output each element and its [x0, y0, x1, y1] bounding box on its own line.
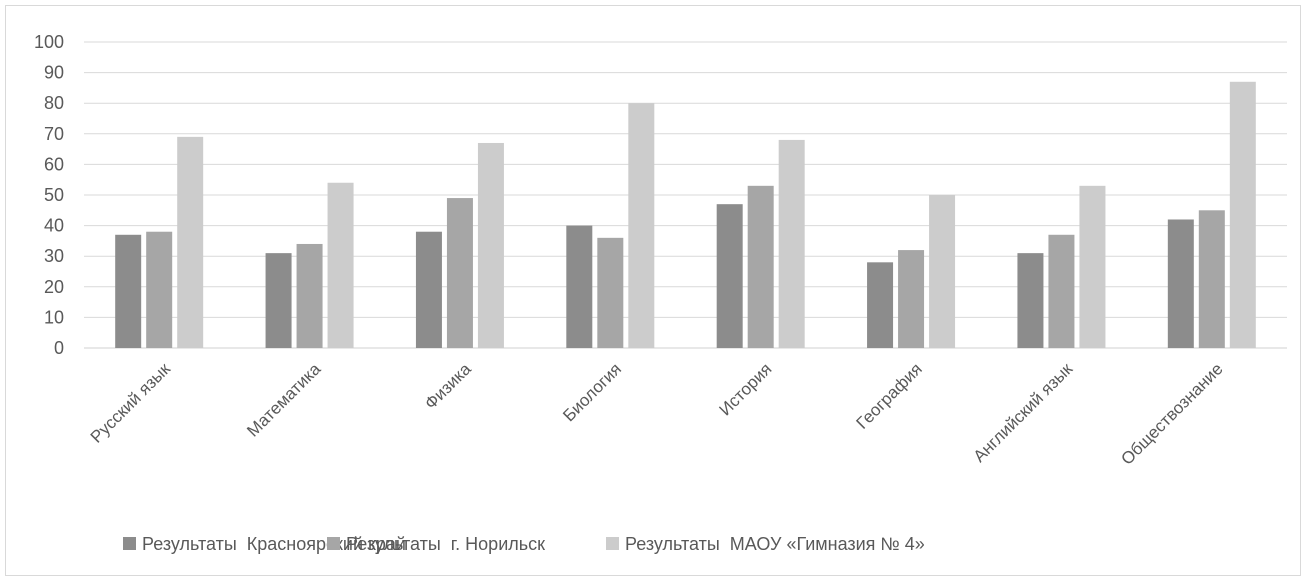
bar-1	[717, 204, 743, 348]
category-label: География	[853, 359, 926, 432]
category-label: Русский язык	[87, 359, 175, 447]
legend-swatch	[123, 537, 136, 550]
bar-3	[929, 195, 955, 348]
bar-1	[1017, 253, 1043, 348]
bar-2	[1199, 210, 1225, 348]
bar-3	[478, 143, 504, 348]
y-tick-label: 50	[44, 185, 64, 205]
bar-1	[115, 235, 141, 348]
bar-3	[1079, 186, 1105, 348]
bar-2	[297, 244, 323, 348]
bar-3	[779, 140, 805, 348]
bar-1	[1168, 219, 1194, 348]
bar-1	[266, 253, 292, 348]
category-label: Обществознание	[1117, 359, 1226, 468]
bar-1	[566, 226, 592, 348]
bar-2	[1048, 235, 1074, 348]
legend-label: Результаты г. Норильск	[346, 534, 545, 554]
y-tick-label: 70	[44, 124, 64, 144]
bar-1	[867, 262, 893, 348]
y-tick-label: 20	[44, 277, 64, 297]
bar-3	[328, 183, 354, 348]
y-tick-label: 40	[44, 216, 64, 236]
bar-1	[416, 232, 442, 348]
y-tick-label: 30	[44, 246, 64, 266]
y-tick-label: 10	[44, 307, 64, 327]
y-tick-label: 100	[34, 32, 64, 52]
category-label: Английский язык	[970, 359, 1077, 466]
y-tick-label: 60	[44, 154, 64, 174]
bar-2	[597, 238, 623, 348]
category-label: Биология	[559, 359, 625, 425]
bar-2	[447, 198, 473, 348]
category-label: Физика	[421, 359, 475, 413]
bar-2	[898, 250, 924, 348]
category-label: Математика	[243, 359, 325, 441]
legend-swatch	[606, 537, 619, 550]
bar-chart: 0 10 20 30 40 50 60 70 80 90 100 Русский язык Матема…	[6, 6, 1302, 577]
chart-area: 0 10 20 30 40 50 60 70 80 90 100 Русский язык Матема…	[5, 5, 1301, 576]
bar-3	[1230, 82, 1256, 348]
y-tick-label: 90	[44, 63, 64, 83]
y-tick-label: 80	[44, 93, 64, 113]
bar-2	[146, 232, 172, 348]
legend-label: Результаты МАОУ «Гимназия № 4»	[625, 534, 925, 554]
bar-3	[628, 103, 654, 348]
bar-2	[748, 186, 774, 348]
bar-3	[177, 137, 203, 348]
y-tick-label: 0	[54, 338, 64, 358]
category-label: История	[715, 359, 775, 419]
legend-swatch	[327, 537, 340, 550]
